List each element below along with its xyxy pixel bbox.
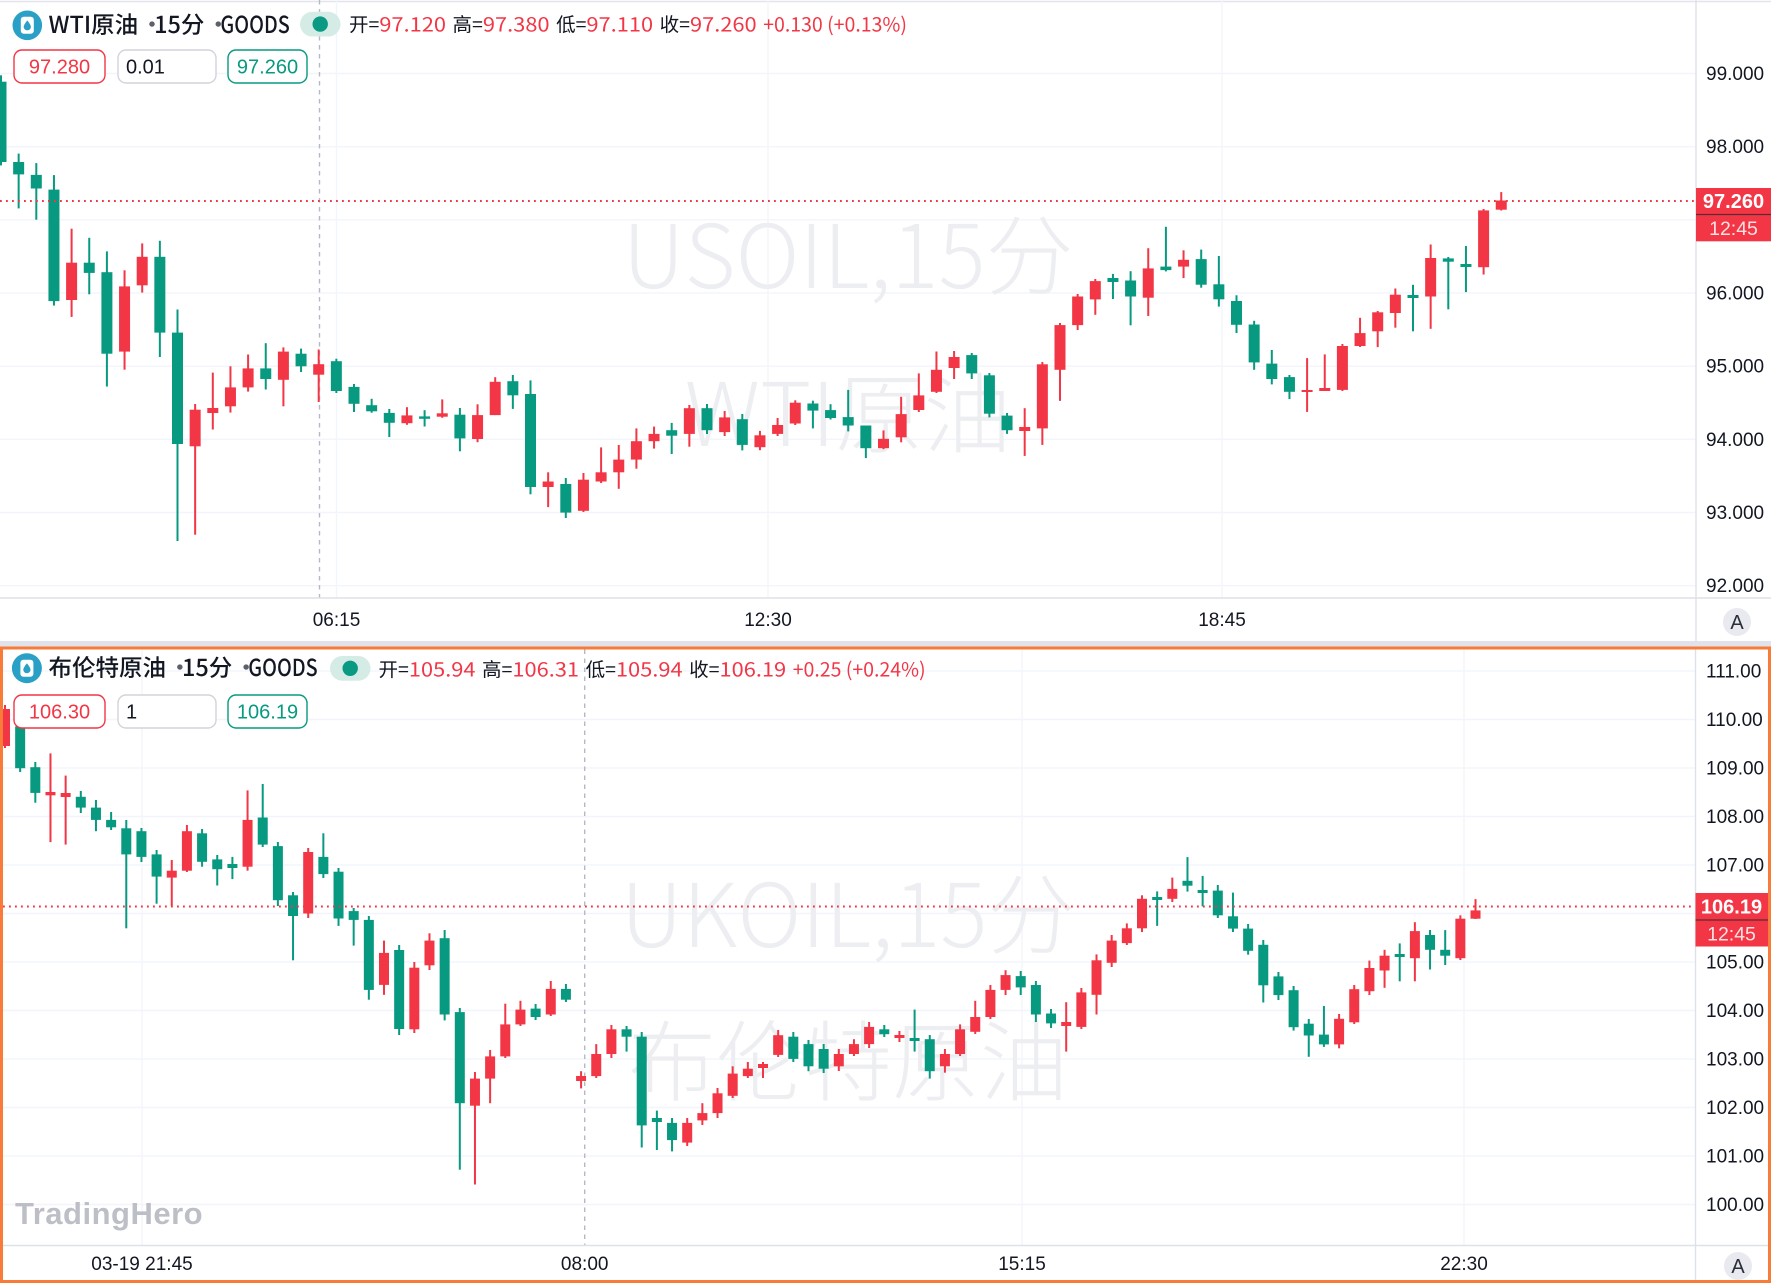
svg-text:1: 1 — [126, 702, 137, 724]
svg-text:110.00: 110.00 — [1706, 710, 1763, 731]
svg-text:97.280: 97.280 — [29, 57, 90, 79]
svg-text:101.00: 101.00 — [1706, 1147, 1764, 1168]
svg-text:106.19: 106.19 — [1701, 896, 1762, 918]
svg-text:104.00: 104.00 — [1706, 1001, 1764, 1022]
svg-text:97.260: 97.260 — [237, 57, 298, 79]
svg-text:12:30: 12:30 — [744, 610, 792, 631]
svg-text:95.000: 95.000 — [1706, 357, 1764, 378]
svg-text:08:00: 08:00 — [561, 1254, 609, 1275]
svg-text:96.000: 96.000 — [1706, 284, 1764, 305]
svg-text:A: A — [1730, 612, 1744, 634]
svg-text:0.01: 0.01 — [126, 57, 165, 79]
svg-text:102.00: 102.00 — [1706, 1098, 1764, 1119]
svg-text:03-19 21:45: 03-19 21:45 — [91, 1254, 192, 1275]
svg-text:99.000: 99.000 — [1706, 64, 1764, 85]
svg-text:92.000: 92.000 — [1706, 576, 1764, 597]
svg-text:106.19: 106.19 — [237, 702, 298, 724]
svg-text:109.00: 109.00 — [1706, 759, 1764, 780]
svg-text:97.260: 97.260 — [1703, 191, 1764, 213]
svg-text:12:45: 12:45 — [1707, 923, 1756, 945]
svg-text:111.00: 111.00 — [1706, 662, 1761, 683]
svg-text:105.00: 105.00 — [1706, 953, 1764, 974]
svg-text:98.000: 98.000 — [1706, 137, 1764, 158]
svg-text:103.00: 103.00 — [1706, 1050, 1764, 1071]
svg-text:108.00: 108.00 — [1706, 807, 1764, 828]
svg-text:100.00: 100.00 — [1706, 1195, 1764, 1216]
svg-text:TradingHero: TradingHero — [15, 1196, 203, 1231]
svg-text:94.000: 94.000 — [1706, 430, 1764, 451]
svg-text:22:30: 22:30 — [1440, 1254, 1488, 1275]
svg-text:106.30: 106.30 — [29, 702, 90, 724]
svg-text:93.000: 93.000 — [1706, 503, 1764, 524]
svg-text:A: A — [1731, 1256, 1745, 1278]
svg-text:06:15: 06:15 — [313, 610, 361, 631]
svg-text:18:45: 18:45 — [1198, 610, 1246, 631]
svg-text:12:45: 12:45 — [1709, 218, 1758, 240]
svg-text:107.00: 107.00 — [1706, 856, 1764, 877]
svg-text:15:15: 15:15 — [998, 1254, 1046, 1275]
